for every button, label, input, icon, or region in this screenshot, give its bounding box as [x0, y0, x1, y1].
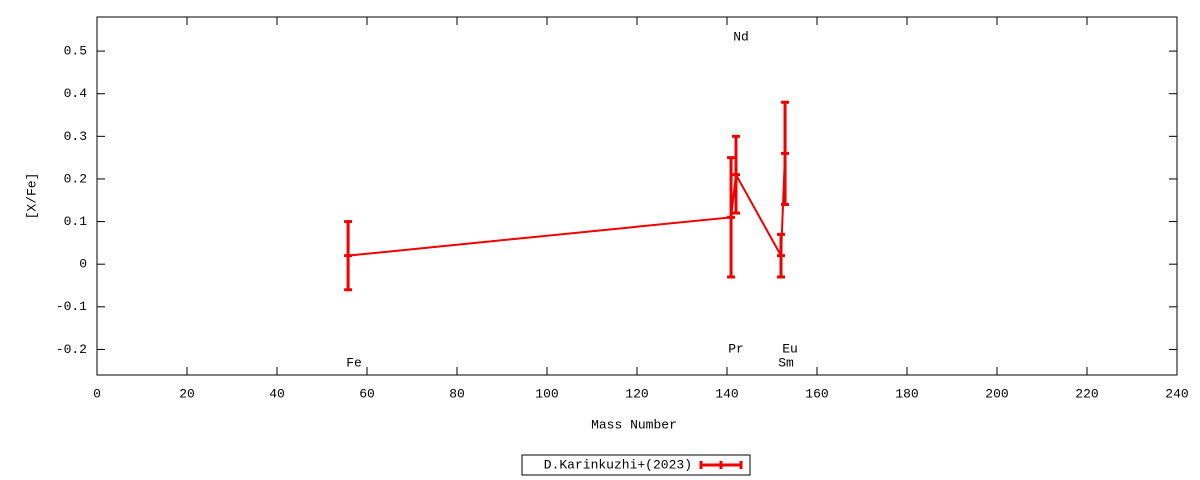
x-tick-label: 200: [985, 386, 1008, 401]
x-tick-label: 180: [895, 386, 918, 401]
x-tick-label: 60: [359, 386, 375, 401]
x-tick-label: 0: [93, 386, 101, 401]
x-tick-label: 140: [715, 386, 738, 401]
element-label: Pr: [728, 341, 744, 356]
legend-label: D.Karinkuzhi+(2023): [544, 457, 692, 472]
x-tick-label: 20: [179, 386, 195, 401]
x-tick-label: 100: [535, 386, 558, 401]
y-tick-label: 0.2: [64, 171, 87, 186]
y-tick-label: -0.2: [56, 342, 87, 357]
error-bar: [344, 220, 353, 292]
error-bar: [781, 100, 790, 207]
error-bar: [777, 232, 785, 279]
element-label: Nd: [733, 29, 749, 44]
error-bar: [727, 156, 736, 279]
x-axis-label: Mass Number: [591, 417, 677, 432]
legend-box: [521, 454, 751, 476]
y-tick-label: 0.3: [64, 129, 87, 144]
y-tick-label: 0.4: [64, 86, 88, 101]
x-tick-label: 160: [805, 386, 828, 401]
y-tick-label: -0.1: [56, 299, 87, 314]
x-tick-label: 120: [625, 386, 648, 401]
plot-frame: [96, 16, 1178, 376]
x-tick-label: 80: [449, 386, 465, 401]
element-label: Sm: [778, 355, 794, 370]
error-bar: [732, 134, 740, 215]
element-label: Fe: [346, 355, 362, 370]
y-tick-label: 0.5: [64, 44, 87, 59]
x-tick-label: 240: [1165, 386, 1188, 401]
element-label: Eu: [782, 341, 798, 356]
y-tick-label: 0.1: [64, 214, 88, 229]
x-tick-label: 220: [1075, 386, 1098, 401]
y-tick-label: 0: [79, 257, 87, 272]
y-axis-label: [X/Fe]: [24, 173, 39, 220]
series-line: [348, 153, 787, 260]
x-tick-label: 40: [269, 386, 285, 401]
